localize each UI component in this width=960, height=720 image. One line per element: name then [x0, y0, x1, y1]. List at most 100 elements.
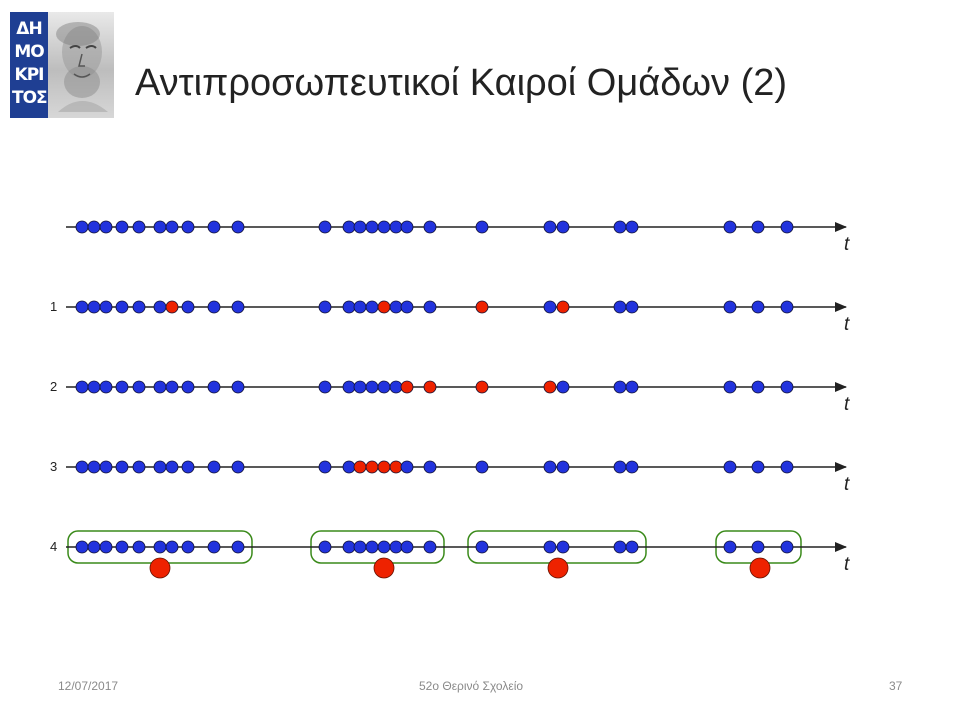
event-dot [75, 380, 89, 394]
event-dot [115, 380, 129, 394]
event-dot [543, 540, 557, 554]
cluster-representative-dot [749, 557, 771, 579]
logo-letters-3: ΚΡΙ [14, 65, 45, 85]
event-dot [751, 380, 765, 394]
selected-event-dot [423, 380, 437, 394]
event-dot [475, 460, 489, 474]
event-dot [723, 220, 737, 234]
event-dot [353, 380, 367, 394]
event-dot [723, 460, 737, 474]
event-dot [475, 540, 489, 554]
slide-title: Αντιπροσωπευτικοί Καιροί Ομάδων (2) [135, 62, 788, 104]
event-dot [543, 300, 557, 314]
event-dot [423, 300, 437, 314]
event-dot [377, 220, 391, 234]
event-dot [165, 220, 179, 234]
event-dot [342, 220, 356, 234]
event-dot [181, 540, 195, 554]
selected-event-dot [389, 460, 403, 474]
event-dot [99, 540, 113, 554]
event-dot [389, 540, 403, 554]
event-dot [377, 380, 391, 394]
event-dot [231, 220, 245, 234]
event-dot [423, 540, 437, 554]
event-dot [556, 460, 570, 474]
democritus-portrait-icon [48, 12, 114, 118]
event-dot [751, 460, 765, 474]
time-axis-label: t [844, 234, 850, 255]
event-dot [613, 220, 627, 234]
event-dot [543, 460, 557, 474]
event-dot [400, 300, 414, 314]
event-dot [115, 540, 129, 554]
event-dot [165, 540, 179, 554]
time-axis-label: t [844, 314, 850, 335]
time-axis-label: t [844, 554, 850, 575]
event-dot [99, 220, 113, 234]
event-dot [207, 300, 221, 314]
institution-logo: ΔΗ ΜΟ ΚΡΙ ΤΟΣ [10, 12, 114, 118]
event-dot [365, 220, 379, 234]
event-dot [389, 220, 403, 234]
event-dot [165, 460, 179, 474]
event-dot [165, 380, 179, 394]
event-dot [625, 380, 639, 394]
selected-event-dot [475, 380, 489, 394]
footer-page-number: 37 [889, 679, 903, 693]
selected-event-dot [400, 380, 414, 394]
event-dot [556, 220, 570, 234]
event-dot [365, 300, 379, 314]
event-dot [153, 220, 167, 234]
footer-date: 12/07/2017 [58, 679, 119, 693]
logo-lettering: ΔΗ ΜΟ ΚΡΙ ΤΟΣ [12, 18, 48, 110]
event-dot [99, 460, 113, 474]
event-dot [318, 300, 332, 314]
event-dot [132, 540, 146, 554]
event-dot [115, 300, 129, 314]
event-dot [342, 540, 356, 554]
event-dot [400, 540, 414, 554]
event-dot [181, 380, 195, 394]
timeline-diagram: t t 1 t 2 t 3 t 4 [50, 220, 850, 579]
event-dot [115, 220, 129, 234]
event-dot [400, 220, 414, 234]
event-dot [132, 220, 146, 234]
logo-letters-4: ΤΟΣ [12, 88, 48, 108]
event-dot [353, 220, 367, 234]
event-dot [475, 220, 489, 234]
event-dot [181, 220, 195, 234]
event-dot [87, 380, 101, 394]
event-dot [365, 540, 379, 554]
event-dot [780, 540, 794, 554]
event-dot [365, 380, 379, 394]
event-dot [132, 300, 146, 314]
selected-event-dot [353, 460, 367, 474]
event-dot [780, 300, 794, 314]
selected-event-dot [543, 380, 557, 394]
event-dot [625, 540, 639, 554]
row-number-label: 3 [50, 459, 57, 474]
event-dot [207, 380, 221, 394]
event-dot [231, 540, 245, 554]
event-dot [556, 380, 570, 394]
event-dot [723, 540, 737, 554]
cluster-representative-dot [373, 557, 395, 579]
event-dot [751, 540, 765, 554]
event-dot [625, 460, 639, 474]
event-dot [613, 380, 627, 394]
event-dot [99, 300, 113, 314]
selected-event-dot [377, 460, 391, 474]
event-dot [723, 380, 737, 394]
selected-event-dot [475, 300, 489, 314]
event-dot [87, 300, 101, 314]
event-dot [207, 460, 221, 474]
event-dot [723, 300, 737, 314]
event-dot [231, 460, 245, 474]
event-dot [389, 300, 403, 314]
event-dot [87, 540, 101, 554]
event-dot [400, 460, 414, 474]
event-dot [181, 300, 195, 314]
event-dot [342, 380, 356, 394]
event-dot [153, 460, 167, 474]
event-dot [153, 380, 167, 394]
